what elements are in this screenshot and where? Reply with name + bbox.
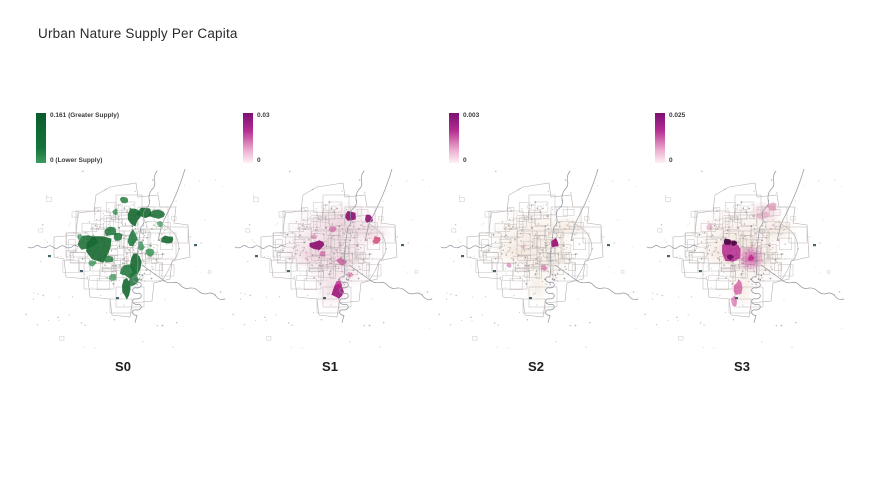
legend-max-label: 0.003 [463, 112, 480, 119]
scenario-label: S0 [115, 359, 131, 374]
city-map [438, 168, 639, 349]
legend-min-label: 0 [257, 157, 261, 164]
legend-max-label: 0.025 [669, 112, 686, 119]
scenario-label: S3 [734, 359, 750, 374]
legend-gradient-bar [655, 113, 665, 163]
legend-min-label: 0 (Lower Supply) [50, 157, 103, 164]
map-panel-s3: 0.025 0 S3 [639, 105, 845, 395]
legend-max-label: 0.03 [257, 112, 270, 119]
legend: 0.03 0 [243, 112, 403, 169]
city-map [232, 168, 433, 349]
legend-gradient-bar [449, 113, 459, 163]
city-map [644, 168, 845, 349]
legend-min-label: 0 [669, 157, 673, 164]
map-panel-s0: 0.161 (Greater Supply) 0 (Lower Supply) … [20, 105, 226, 395]
legend: 0.025 0 [655, 112, 815, 169]
scenario-label: S2 [528, 359, 544, 374]
legend: 0.003 0 [449, 112, 609, 169]
scenario-label: S1 [322, 359, 338, 374]
map-panel-s1: 0.03 0 S1 [227, 105, 433, 395]
legend: 0.161 (Greater Supply) 0 (Lower Supply) [36, 112, 196, 169]
legend-gradient-bar [36, 113, 46, 163]
page-title: Urban Nature Supply Per Capita [38, 26, 238, 41]
legend-gradient-bar [243, 113, 253, 163]
legend-max-label: 0.161 (Greater Supply) [50, 112, 119, 119]
map-panel-s2: 0.003 0 S2 [433, 105, 639, 395]
legend-min-label: 0 [463, 157, 467, 164]
city-map [25, 168, 226, 349]
